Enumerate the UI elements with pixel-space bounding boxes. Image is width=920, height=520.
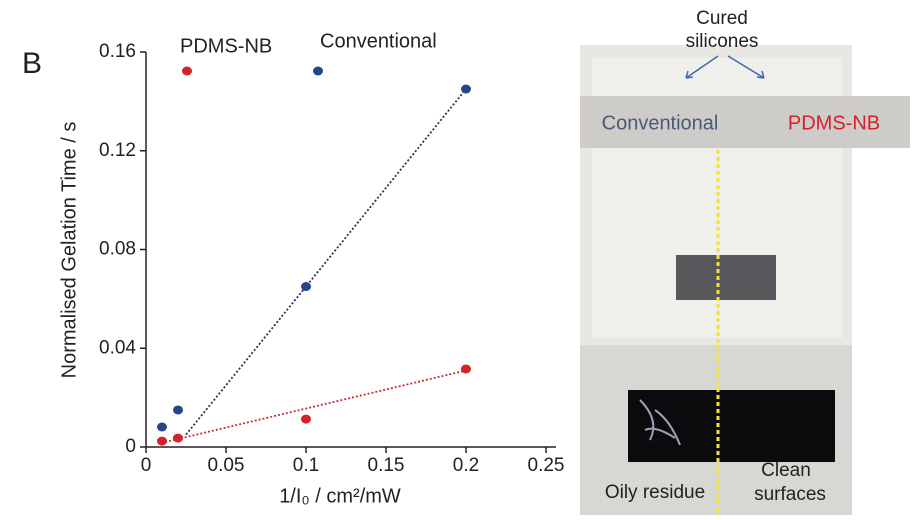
trend-line — [185, 88, 467, 436]
photo-label: surfaces — [754, 484, 826, 505]
y-tick-label: 0.16 — [99, 41, 136, 62]
legend-label: PDMS-NB — [180, 35, 272, 57]
x-tick-label: 0.15 — [368, 455, 405, 476]
y-tick-label: 0 — [125, 436, 136, 457]
banner-label: PDMS-NB — [788, 112, 880, 134]
arrows — [685, 55, 765, 79]
y-tick-label: 0.08 — [99, 239, 136, 260]
banner-label: Conventional — [602, 112, 719, 134]
data-point — [461, 84, 471, 94]
legend-label: Conventional — [320, 30, 437, 52]
trend-line — [164, 369, 467, 443]
x-tick-label: 0 — [141, 455, 152, 476]
x-axis-label: 1/I₀ / cm²/mW — [279, 485, 401, 507]
data-point — [173, 405, 183, 415]
legend-marker — [313, 66, 323, 76]
sample-black — [628, 390, 835, 462]
data-point — [301, 414, 311, 424]
photo-label: silicones — [686, 31, 759, 52]
data-point — [461, 364, 471, 374]
legend-marker — [182, 66, 192, 76]
x-tick-label: 0.2 — [453, 455, 479, 476]
y-axis-label: Normalised Gelation Time / s — [58, 122, 80, 379]
panel-label: B — [22, 47, 42, 80]
banner — [580, 96, 910, 148]
photo-label: Cured — [696, 8, 748, 29]
data-point — [157, 422, 167, 432]
sample-cured — [676, 255, 776, 300]
data-point — [301, 282, 311, 292]
data-point — [173, 433, 183, 443]
oily-residue — [639, 399, 681, 446]
x-tick-label: 0.1 — [293, 455, 319, 476]
x-tick-label: 0.05 — [208, 455, 245, 476]
x-tick-label: 0.25 — [528, 455, 565, 476]
y-tick-label: 0.04 — [99, 337, 136, 358]
photo-label: Oily residue — [605, 482, 705, 503]
photo-label: Clean — [761, 460, 811, 481]
y-tick-label: 0.12 — [99, 140, 136, 161]
photo: Cured silicones Conventional PDMS-NB Oil… — [580, 8, 910, 515]
data-point — [157, 436, 167, 446]
